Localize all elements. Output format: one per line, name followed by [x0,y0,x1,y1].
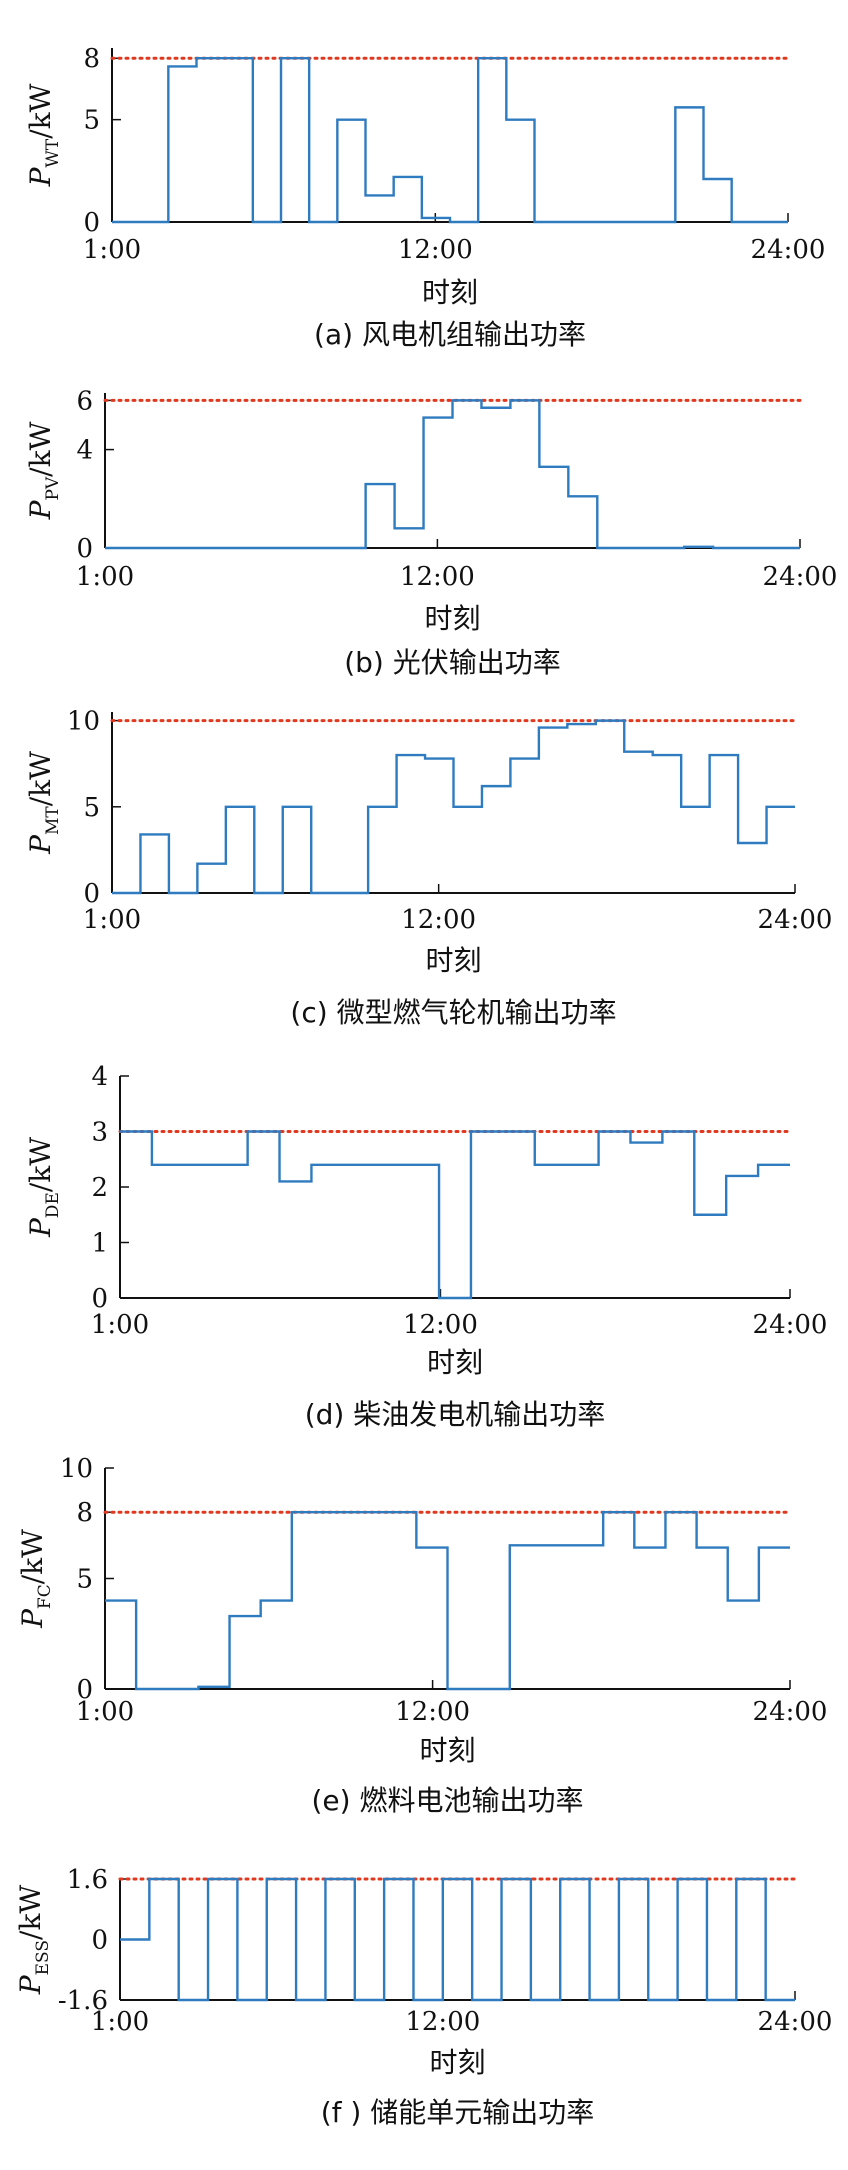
x-tick-label: 12:00 [403,1310,478,1340]
y-tick-label: 3 [91,1118,108,1148]
y-tick-label: 4 [76,436,93,466]
chart-c: 0 5 10 1:00 12:00 24:00 PMT/kW 时刻 (c) 微型燃气轮机输出功率 [24,707,832,1029]
chart-d: 0 1 2 3 4 1:00 12:00 24:00 PDE/kW 时刻 (d) 柴油发电机输出功率 [24,1062,827,1431]
y-label-subscript: ESS [33,1940,53,1975]
y-axis-label: PWT/kW [24,83,63,187]
y-tick-label: 1.6 [67,1865,108,1895]
y-axis-label: PESS/kW [14,1885,53,1996]
y-tick-label: 4 [91,1062,108,1092]
chart-b: 0 4 6 1:00 12:00 24:00 PPV/kW 时刻 (b) 光伏输出功率 [24,386,837,679]
y-label-subscript: PV [43,476,63,500]
y-tick-label: 10 [60,1454,93,1484]
y-axis-label: PPV/kW [24,421,63,520]
x-tick-label: 12:00 [398,235,473,265]
y-tick-label: 2 [91,1173,108,1203]
series-line [120,1130,790,1300]
y-tick-label: 0 [91,1284,108,1314]
x-tick-label: 1:00 [83,235,141,265]
chart-caption: (f ) 储能单元输出功率 [321,2096,595,2129]
y-label-unit: /kW [14,1885,47,1940]
chart-e: 0 5 8 10 1:00 12:00 24:00 PFC/kW 时刻 (e) 燃料电池输出功率 [16,1454,827,1817]
x-tick-label: 24:00 [758,2007,833,2037]
x-tick-label: 24:00 [753,1697,828,1727]
series-line [105,399,800,550]
x-axis-label: 时刻 [419,1734,475,1767]
x-tick-label: 24:00 [751,235,826,265]
y-label-symbol: P [16,1608,49,1629]
y-tick-label: 8 [76,1498,93,1528]
y-axis-label: PMT/kW [24,751,63,855]
y-label-subscript: FC [35,1584,55,1609]
x-tick-label: 12:00 [405,2007,480,2037]
x-axis-label: 时刻 [429,2046,485,2079]
y-tick-label: 0 [83,208,100,238]
x-tick-label: 12:00 [401,905,476,935]
y-label-unit: /kW [16,1529,49,1584]
y-label-unit: /kW [24,1137,57,1192]
chart-a: 0 5 8 1:00 12:00 24:00 PWT/kW 时刻 (a) 风电机组输出功率 [24,44,825,351]
x-tick-label: 24:00 [758,905,833,935]
x-axis-label: 时刻 [424,602,480,635]
y-tick-label: 6 [76,386,93,416]
series-line [105,1511,790,1691]
y-label-symbol: P [24,834,57,855]
y-tick-label: 10 [67,707,100,737]
y-label-unit: /kW [24,751,57,806]
y-tick-label: 1 [91,1229,108,1259]
y-tick-label: 5 [76,1565,93,1595]
chart-caption: (a) 风电机组输出功率 [314,318,586,351]
x-tick-label: 1:00 [91,1310,149,1340]
y-label-symbol: P [24,499,57,520]
y-tick-label: 0 [83,879,100,909]
x-tick-label: 12:00 [400,562,475,592]
y-label-unit: /kW [24,421,57,476]
y-tick-label: 0 [76,1675,93,1705]
y-axis-label: PDE/kW [24,1137,63,1238]
chart-caption: (b) 光伏输出功率 [344,646,561,679]
series-line [120,1877,795,2002]
y-label-subscript: DE [43,1192,63,1218]
y-label-symbol: P [24,1217,57,1238]
y-tick-label: -1.6 [58,1986,108,2016]
x-axis-label: 时刻 [425,944,481,977]
y-tick-label: 0 [76,534,93,564]
x-tick-label: 1:00 [83,905,141,935]
series-line [112,57,788,224]
y-label-symbol: P [14,1974,47,1995]
x-tick-label: 1:00 [76,562,134,592]
x-tick-label: 24:00 [753,1310,828,1340]
y-label-unit: /kW [24,83,57,138]
y-axis-label: PFC/kW [16,1529,55,1629]
chart-caption: (d) 柴油发电机输出功率 [305,1398,606,1431]
x-tick-label: 24:00 [763,562,838,592]
chart-caption: (e) 燃料电池输出功率 [312,1784,584,1817]
chart-caption: (c) 微型燃气轮机输出功率 [290,996,616,1029]
series-line [112,719,795,895]
y-tick-label: 5 [83,106,100,136]
y-label-symbol: P [24,166,57,187]
x-tick-label: 1:00 [76,1697,134,1727]
y-label-subscript: MT [43,806,63,835]
y-tick-label: 8 [83,44,100,74]
x-axis-label: 时刻 [422,276,478,309]
y-tick-label: 5 [83,793,100,823]
y-tick-label: 0 [91,1926,108,1956]
x-axis-label: 时刻 [427,1346,483,1379]
y-label-subscript: WT [43,138,63,167]
x-tick-label: 12:00 [395,1697,470,1727]
chart-f: -1.6 0 1.6 1:00 12:00 24:00 PESS/kW 时刻 (f ) 储能单元… [14,1865,832,2129]
x-tick-label: 1:00 [91,2007,149,2037]
